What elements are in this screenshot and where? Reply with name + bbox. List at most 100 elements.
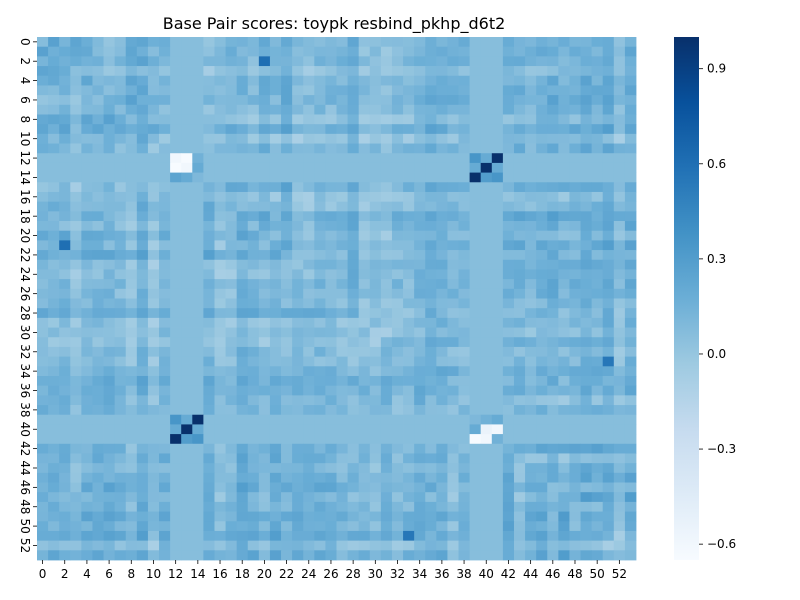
heatmap-cell [392,182,403,192]
heatmap-cell [425,163,436,173]
heatmap-cell [259,95,270,105]
heatmap-cell [337,512,348,522]
heatmap-cell [192,182,203,192]
heatmap-cell [603,347,614,357]
heatmap-cell [547,531,558,541]
heatmap-cell [581,473,592,483]
heatmap-cell [547,453,558,463]
heatmap-cell [558,221,569,231]
heatmap-cell [48,76,59,86]
heatmap-cell [359,66,370,76]
heatmap-cell [148,37,159,47]
heatmap-cell [481,386,492,396]
heatmap-cell [470,279,481,289]
heatmap-cell [303,550,314,560]
heatmap-cell [137,376,148,386]
heatmap-cell [92,299,103,309]
heatmap-cell [625,202,636,212]
heatmap-cell [536,521,547,531]
heatmap-cell [403,260,414,270]
heatmap-cell [270,492,281,502]
heatmap-cell [348,221,359,231]
heatmap-cell [581,434,592,444]
heatmap-cell [203,144,214,154]
heatmap-cell [259,56,270,66]
heatmap-cell [481,550,492,560]
heatmap-cell [115,163,126,173]
heatmap-cell [170,415,181,425]
heatmap-cell [348,357,359,367]
heatmap-cell [48,231,59,241]
heatmap-cell [436,483,447,493]
heatmap-cell [159,444,170,454]
heatmap-cell [281,76,292,86]
heatmap-cell [226,95,237,105]
heatmap-cell [181,144,192,154]
heatmap-cell [569,521,580,531]
heatmap-cell [259,202,270,212]
heatmap-cell [348,512,359,522]
heatmap-cell [370,405,381,415]
heatmap-cell [481,231,492,241]
heatmap-cell [314,512,325,522]
heatmap-cell [292,66,303,76]
heatmap-cell [137,386,148,396]
heatmap-cell [425,386,436,396]
heatmap-cell [104,463,115,473]
heatmap-cell [237,173,248,183]
heatmap-cell [403,163,414,173]
heatmap-cell [492,376,503,386]
heatmap-cell [414,250,425,260]
x-tick-label: 12 [168,567,183,581]
heatmap-cell [214,37,225,47]
heatmap-cell [192,521,203,531]
heatmap-cell [214,463,225,473]
heatmap-cell [148,308,159,318]
heatmap-cell [303,424,314,434]
heatmap-cell [614,395,625,405]
y-tick-label: 6 [18,96,32,104]
heatmap-cell [425,308,436,318]
heatmap-cell [81,250,92,260]
heatmap-cell [525,163,536,173]
heatmap-cell [281,56,292,66]
heatmap-cell [625,453,636,463]
heatmap-cell [325,512,336,522]
heatmap-cell [625,37,636,47]
heatmap-cell [359,134,370,144]
heatmap-cell [70,269,81,279]
heatmap-cell [126,182,137,192]
heatmap-cell [436,347,447,357]
heatmap-cell [425,182,436,192]
heatmap-cell [70,221,81,231]
heatmap-cell [359,114,370,124]
heatmap-cell [492,37,503,47]
heatmap-cell [137,37,148,47]
heatmap-cell [59,308,70,318]
heatmap-cell [392,531,403,541]
heatmap-cell [259,299,270,309]
heatmap-cell [403,250,414,260]
heatmap-cell [226,308,237,318]
heatmap-cell [470,453,481,463]
heatmap-cell [59,492,70,502]
heatmap-cell [425,37,436,47]
heatmap-cell [381,173,392,183]
heatmap-cell [70,337,81,347]
heatmap-cell [81,221,92,231]
heatmap-cell [181,502,192,512]
heatmap-cell [37,337,48,347]
heatmap-cell [148,202,159,212]
heatmap-cell [137,308,148,318]
x-tick-label: 30 [368,567,383,581]
heatmap-cell [37,240,48,250]
heatmap-cell [359,541,370,551]
heatmap-cell [92,434,103,444]
heatmap-cell [603,231,614,241]
heatmap-cell [126,260,137,270]
heatmap-cell [270,76,281,86]
heatmap-cell [92,37,103,47]
heatmap-cell [281,337,292,347]
heatmap-cell [459,299,470,309]
heatmap-cell [481,163,492,173]
